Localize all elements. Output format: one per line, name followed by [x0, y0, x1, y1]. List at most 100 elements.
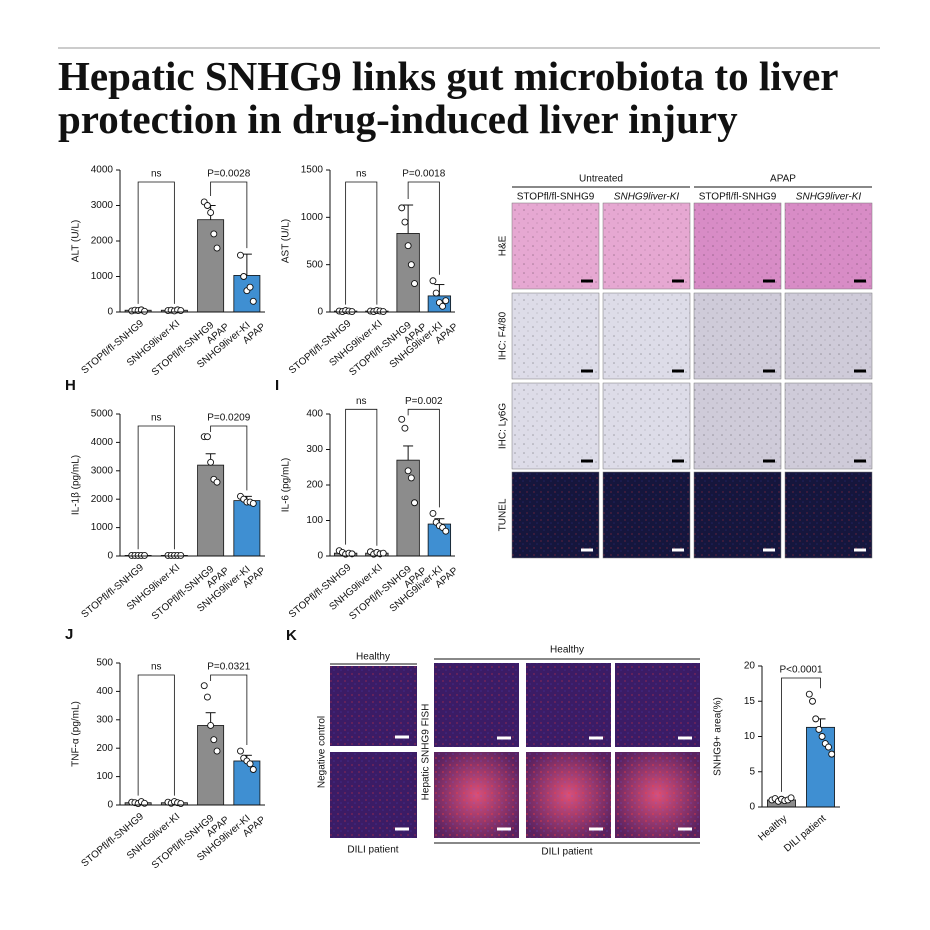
title-line: protection in drug-induced liver injury — [58, 96, 738, 142]
y-tick-label: 0 — [107, 800, 113, 811]
data-point — [237, 251, 244, 259]
data-point — [249, 500, 257, 507]
micrograph-texture — [694, 203, 781, 289]
fish-texture — [434, 752, 519, 838]
panel-label: I — [275, 377, 279, 394]
data-point — [401, 218, 409, 226]
data-point — [805, 690, 813, 698]
data-point — [207, 458, 215, 466]
y-tick-label: 1000 — [91, 271, 114, 282]
data-point — [210, 230, 218, 238]
y-axis-label: IL-1β (pg/mL) — [71, 455, 82, 515]
micrograph-texture — [785, 203, 872, 289]
data-point — [348, 550, 356, 558]
micrograph-texture — [512, 203, 599, 289]
data-point — [210, 736, 218, 744]
significance-bracket — [210, 425, 248, 491]
significance-label: P=0.0209 — [207, 413, 251, 424]
data-point — [407, 474, 415, 482]
y-tick-label: 4000 — [91, 437, 114, 448]
data-point — [818, 733, 826, 740]
fish-texture — [330, 666, 417, 746]
x-tick-label: STOPfl/fl-SNHG9 — [79, 562, 146, 621]
data-point — [407, 261, 415, 269]
micrograph-texture — [603, 293, 690, 379]
y-tick-label: 500 — [306, 259, 323, 270]
y-tick-label: 400 — [96, 686, 113, 697]
data-point — [432, 289, 440, 297]
data-point — [825, 743, 832, 751]
fish-texture — [434, 663, 519, 747]
error-bar — [403, 204, 414, 234]
significance-label: ns — [151, 169, 162, 180]
y-tick-label: 0 — [749, 802, 755, 813]
significance-bracket — [210, 674, 248, 746]
data-point — [200, 682, 208, 690]
row-label: TUNEL — [498, 498, 509, 531]
data-point — [237, 747, 244, 755]
data-point — [213, 747, 221, 755]
micrograph-texture — [694, 472, 781, 558]
bar — [197, 725, 225, 806]
significance-label: P<0.0001 — [779, 665, 823, 676]
y-tick-label: 1000 — [91, 522, 114, 533]
micrograph-texture — [785, 472, 872, 558]
data-point — [439, 302, 447, 310]
y-tick-label: 2000 — [91, 236, 114, 247]
error-bar — [241, 253, 252, 276]
y-tick-label: 5000 — [91, 409, 114, 420]
bar — [396, 459, 420, 557]
data-point — [401, 424, 409, 432]
y-tick-label: 1000 — [301, 212, 324, 223]
data-point — [213, 478, 221, 486]
y-tick-label: 1500 — [301, 165, 324, 176]
data-point — [379, 549, 387, 557]
significance-label: P=0.002 — [405, 396, 443, 407]
y-tick-label: 200 — [306, 480, 323, 491]
significance-bracket — [137, 425, 175, 550]
data-point — [246, 760, 254, 768]
x-tick-label: SNHG9liver-KI APAP — [388, 313, 461, 379]
fish-header: Healthy — [550, 645, 584, 656]
micrograph-texture — [785, 383, 872, 469]
micrograph-texture — [603, 203, 690, 289]
significance-label: P=0.0321 — [207, 662, 251, 673]
data-point — [398, 415, 406, 423]
data-point — [207, 722, 215, 729]
data-point — [249, 297, 257, 305]
data-point — [141, 307, 148, 315]
micrograph-texture — [603, 472, 690, 558]
data-point — [411, 280, 418, 288]
row-label: IHC: F4/80 — [498, 311, 509, 360]
data-point — [213, 244, 221, 252]
data-point — [203, 202, 211, 209]
bar — [233, 500, 261, 557]
data-point — [812, 715, 820, 723]
negative-footer: DILI patient — [347, 845, 398, 856]
negative-header: Healthy — [356, 652, 390, 663]
significance-label: P=0.0018 — [402, 169, 446, 180]
significance-label: ns — [151, 662, 162, 673]
y-tick-label: 2000 — [91, 494, 114, 505]
group-header: APAP — [770, 174, 796, 185]
data-point — [404, 467, 412, 475]
panel-label: J — [65, 626, 73, 643]
data-point — [809, 697, 816, 705]
micrograph-texture — [694, 293, 781, 379]
y-tick-label: 10 — [744, 731, 756, 742]
data-point — [828, 750, 836, 758]
data-point — [815, 726, 823, 733]
micrograph-texture — [785, 293, 872, 379]
significance-bracket — [137, 674, 175, 796]
fish-texture — [526, 663, 611, 747]
data-point — [177, 307, 185, 315]
micrograph-texture — [603, 383, 690, 469]
group-header: Untreated — [579, 174, 623, 185]
title-line: Hepatic SNHG9 links gut microbiota to li… — [58, 53, 839, 99]
y-axis-label: AST (U/L) — [281, 219, 292, 263]
data-point — [787, 794, 795, 802]
fish-footer: DILI patient — [541, 847, 592, 858]
y-axis-label: TNF-α (pg/mL) — [71, 701, 82, 767]
data-point — [203, 433, 211, 441]
y-tick-label: 4000 — [91, 165, 114, 176]
